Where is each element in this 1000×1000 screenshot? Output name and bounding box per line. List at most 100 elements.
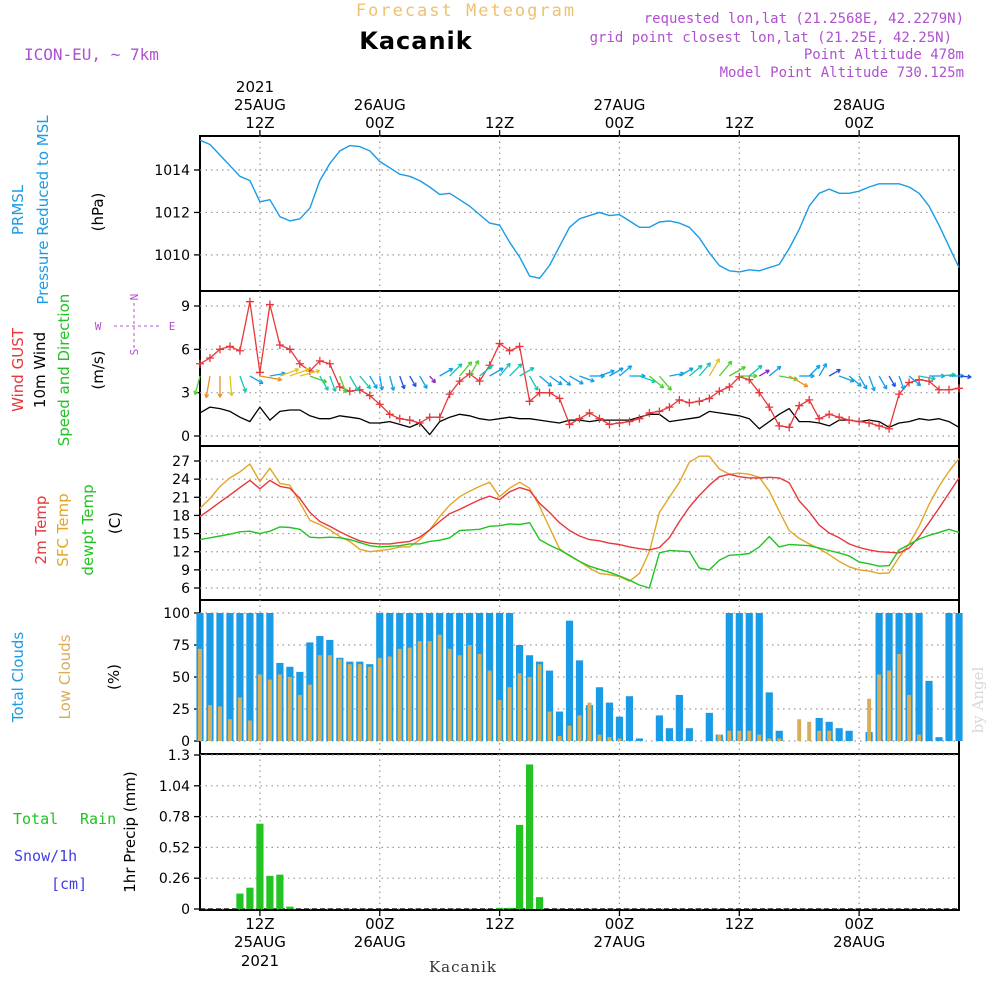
wind-arrow-head: [499, 367, 504, 372]
precip-labels: Total Rain Snow/1h [cm] 1hr Precip (mm): [13, 771, 139, 893]
wind-arrow: [818, 363, 827, 377]
gust-point: [215, 345, 224, 354]
wind-arrow-head: [688, 367, 694, 372]
total-cloud-bar: [765, 692, 773, 741]
low-cloud-bar: [607, 737, 612, 741]
sfc-temp-label: SFC Temp: [54, 493, 72, 566]
wind-arrow-shaft: [469, 360, 480, 377]
wind-arrow-shaft: [848, 375, 862, 387]
wind-arrow: [228, 375, 234, 397]
wind-arrow-head: [305, 367, 310, 373]
top-time-label: 12Z: [725, 114, 754, 132]
total-cloud-bar: [236, 613, 244, 741]
wind-arrow-shaft: [938, 373, 956, 377]
requested-coords: requested lon,lat (21.2568E, 42.2279N): [644, 11, 964, 27]
total-cloud-bar: [565, 620, 574, 741]
wind-arrow-shaft: [419, 375, 428, 389]
wind-arrow: [728, 366, 746, 377]
wind-arrow: [539, 375, 553, 387]
wind-arrow-head: [619, 367, 624, 372]
gust-point: [345, 387, 354, 396]
wind-arrow: [339, 375, 348, 394]
wind-arrow-head: [590, 377, 595, 383]
wind-arrow-shaft: [958, 375, 972, 378]
low-cloud-bar: [337, 659, 342, 741]
gust-point: [805, 395, 814, 404]
precip-ytick-label: 0.26: [159, 871, 190, 887]
top-time-label: 12Z: [245, 114, 274, 132]
wind-arrow-shaft: [449, 363, 463, 377]
low-cloud-bar: [587, 702, 592, 741]
wind-arrow-head: [803, 382, 809, 388]
wind-arrow-shaft: [609, 367, 624, 377]
wind-arrow: [739, 373, 758, 379]
wind-arrow-shaft: [808, 364, 821, 377]
gust-point: [875, 421, 884, 430]
precip-ytick-label: 0.52: [159, 840, 190, 856]
sfc-temp-series: [199, 455, 960, 582]
low-cloud-bar: [597, 734, 602, 741]
wind-arrow-shaft: [688, 364, 703, 377]
total-cloud-bar: [496, 613, 504, 741]
wind-arrow: [748, 364, 763, 377]
total-cloud-bar: [845, 730, 853, 741]
pressure-series: [199, 139, 960, 279]
total-cloud-bar: [935, 737, 943, 741]
wind-arrow-shaft: [698, 362, 711, 377]
gust-point: [935, 385, 944, 394]
wind-arrow: [459, 361, 473, 377]
gust-point: [295, 359, 304, 368]
wind-arrow-shaft: [758, 369, 770, 377]
gust-point: [585, 408, 594, 417]
wind-ytick-label: 3: [181, 386, 190, 402]
wind10m-label: 10m Wind: [31, 332, 49, 408]
low-cloud-bar: [567, 725, 572, 741]
gust-point: [405, 416, 414, 425]
wind-arrow-head: [448, 367, 454, 373]
low-cloud-bar: [447, 648, 452, 741]
wind-arrow: [599, 369, 615, 377]
gust-point: [545, 388, 554, 397]
gust-point: [855, 417, 864, 426]
clouds-ytick-label: 50: [172, 670, 190, 686]
wind-arrow-head: [862, 384, 868, 390]
wind-arrow: [918, 375, 936, 381]
gust-point: [395, 414, 404, 423]
wind-arrow-shaft: [489, 367, 504, 377]
low-cloud-bar: [887, 670, 892, 741]
wind-arrow-head: [315, 369, 321, 374]
precip-bar: [276, 874, 284, 909]
wind-arrow: [479, 364, 493, 377]
gust-point: [715, 387, 724, 396]
low-cloud-bar: [377, 657, 382, 741]
wind-arrow: [559, 375, 572, 386]
gust-point: [785, 423, 794, 432]
wind-arrow: [399, 375, 406, 390]
low-cloud-bar: [287, 677, 292, 741]
low-cloud-bar: [487, 670, 492, 741]
top-year-label: 2021: [236, 78, 274, 96]
wind-arrow-shaft: [509, 363, 523, 377]
low-cloud-bar: [747, 730, 752, 741]
wind-arrow-shaft: [479, 364, 493, 377]
wind-arrow-shaft: [279, 368, 299, 377]
top-time-label: 12Z: [485, 114, 514, 132]
wind-arrow-shaft: [569, 375, 584, 385]
gust-point: [735, 372, 744, 381]
total-cloud-bar: [216, 613, 224, 741]
footer-location: Kacanik: [429, 958, 497, 976]
bottom-time-label: 00Z: [844, 915, 873, 933]
top-date-label: 25AUG: [234, 96, 286, 114]
wind-arrow-head: [727, 360, 733, 366]
low-clouds-label: Low Clouds: [56, 634, 74, 719]
low-cloud-bar: [777, 738, 782, 741]
pressure-frame: [199, 135, 960, 292]
low-cloud-bar: [897, 653, 902, 741]
point-altitude: Point Altitude 478m: [804, 47, 964, 63]
total-cloud-bar: [745, 613, 753, 741]
precip-ytick-label: 0: [181, 902, 190, 918]
total-clouds-label: Total Clouds: [9, 632, 27, 724]
wind-arrow-shaft: [669, 372, 685, 377]
wind-arrow-shaft: [529, 375, 539, 391]
gust-point: [425, 413, 434, 422]
